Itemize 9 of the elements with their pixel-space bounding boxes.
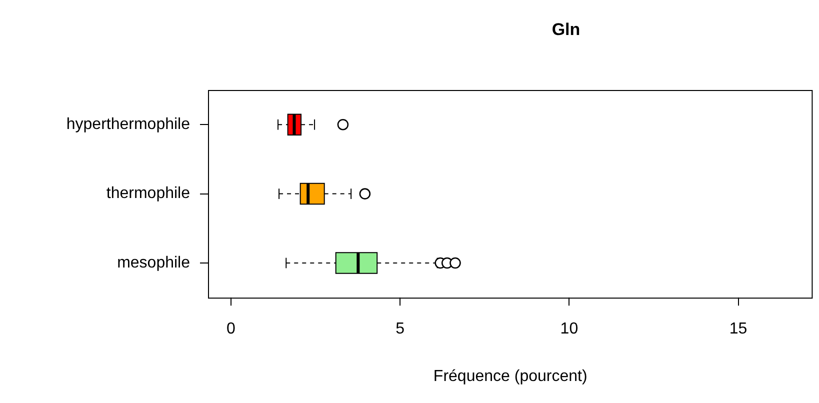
x-axis-title: Fréquence (pourcent) (433, 368, 588, 385)
x-tick-label: 0 (226, 320, 236, 338)
y-tick-label: hyperthermophile (66, 116, 190, 134)
x-tick-label: 15 (729, 320, 748, 338)
x-tick-label: 10 (560, 320, 578, 338)
y-tick-label: mesophile (117, 254, 190, 272)
y-tick-label: thermophile (106, 185, 190, 202)
x-tick-label: 5 (396, 320, 405, 338)
chart-title: Gln (550, 20, 582, 40)
